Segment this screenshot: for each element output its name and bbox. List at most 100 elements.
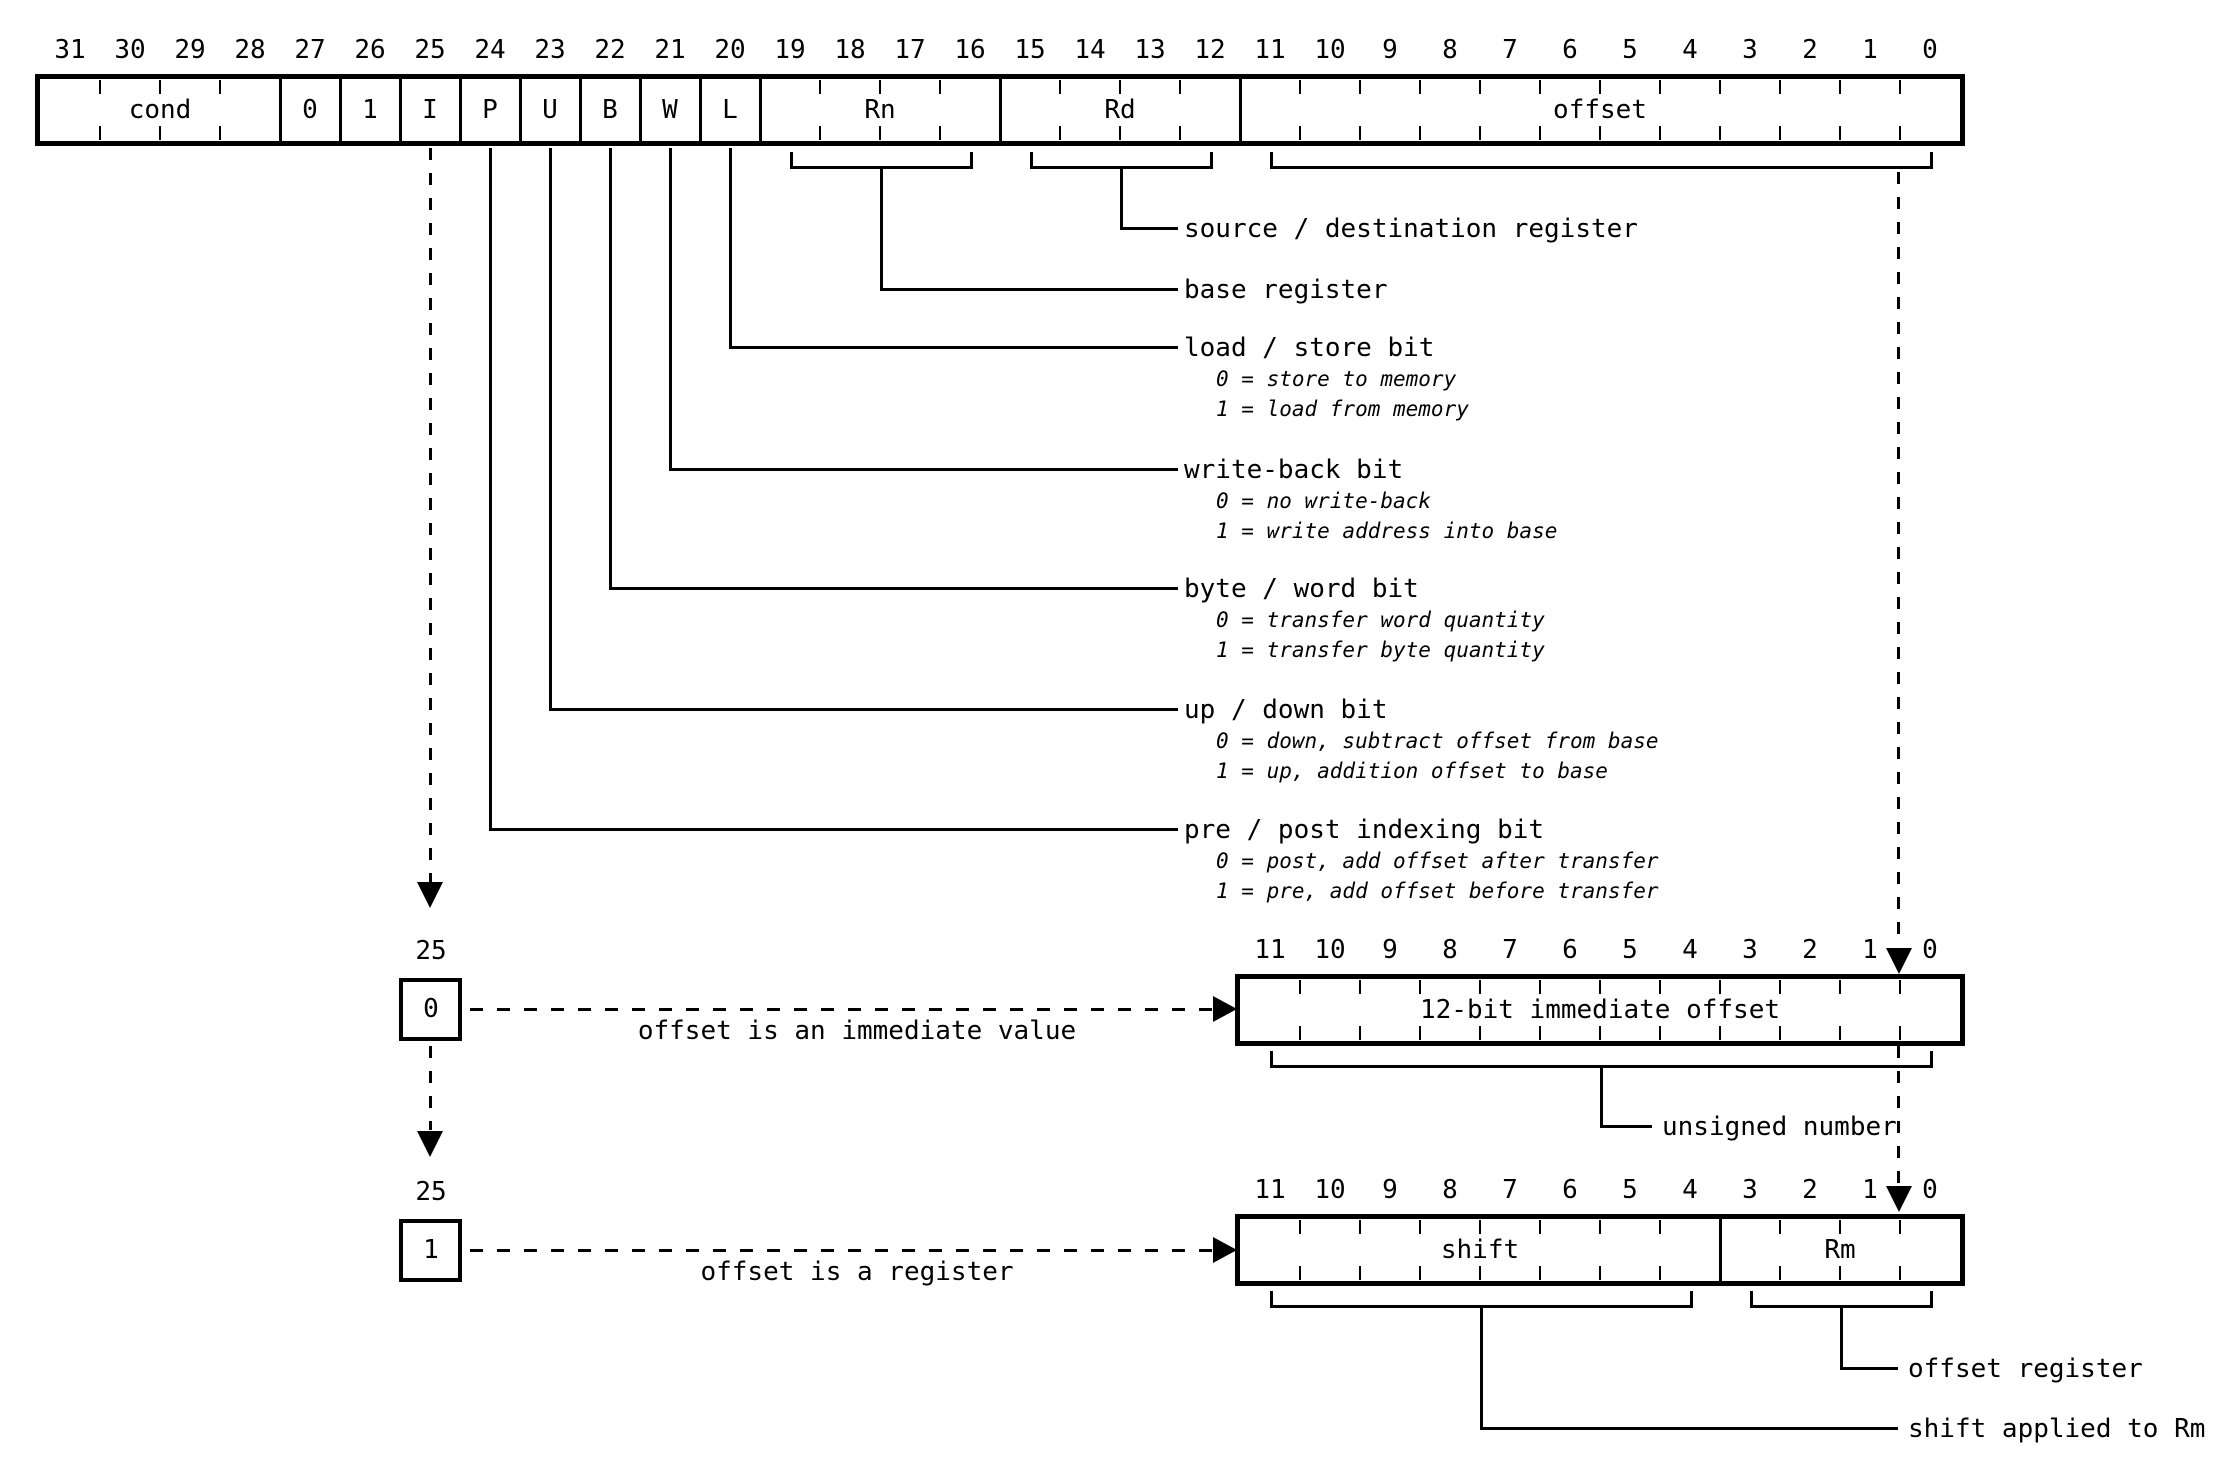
register-variant-register-bit-tick bbox=[1599, 1220, 1601, 1234]
register-variant-register-bit-tick bbox=[1479, 1266, 1481, 1280]
main-register-bit-tick bbox=[1659, 80, 1661, 94]
main-register-bit-tick bbox=[819, 126, 821, 140]
main-register-field-label-0: 0 bbox=[302, 95, 318, 125]
annotation-note-b-1: 1 = transfer byte quantity bbox=[1216, 638, 1545, 662]
value-box-dashed-line bbox=[428, 1046, 432, 1130]
immediate-variant-value: 0 bbox=[423, 994, 439, 1024]
main-register-bit-tick bbox=[99, 80, 101, 94]
bracket-immediate-offset-tick-right bbox=[1930, 1051, 1933, 1068]
immediate-variant-register-bit-tick bbox=[1719, 1026, 1721, 1040]
main-register-field-divider bbox=[578, 79, 582, 141]
bracket-connector-rm bbox=[1840, 1366, 1898, 1370]
i-bit-dashed-line bbox=[428, 148, 432, 882]
bracket-connector-shift bbox=[1480, 1307, 1483, 1430]
immediate-variant-register-bit-number: 6 bbox=[1562, 935, 1578, 965]
main-register-field-divider bbox=[338, 79, 342, 141]
annotation-label-l: load / store bit bbox=[1184, 333, 1435, 363]
main-register-field-label-rn: Rn bbox=[864, 95, 896, 125]
main-register-box bbox=[35, 74, 1965, 146]
immediate-variant-register-bit-tick bbox=[1479, 1026, 1481, 1040]
main-register-bit-number: 15 bbox=[1014, 35, 1046, 65]
annotation-label-u: up / down bit bbox=[1184, 695, 1388, 725]
register-variant-value: 1 bbox=[423, 1235, 439, 1265]
bracket-shift-tick-left bbox=[1270, 1291, 1273, 1308]
immediate-variant-register-bit-number: 1 bbox=[1862, 935, 1878, 965]
register-variant-register-bit-tick bbox=[1419, 1220, 1421, 1234]
main-register-bit-tick bbox=[159, 80, 161, 94]
immediate-variant-register-bit-tick bbox=[1899, 1026, 1901, 1040]
register-variant-register-bit-number: 2 bbox=[1802, 1175, 1818, 1205]
annotation-note-l-0: 0 = store to memory bbox=[1216, 367, 1457, 391]
main-register-bit-tick bbox=[1359, 126, 1361, 140]
main-register-bit-tick bbox=[1359, 80, 1361, 94]
register-variant-register-bit-number: 3 bbox=[1742, 1175, 1758, 1205]
immediate-variant-register-bit-tick bbox=[1659, 1026, 1661, 1040]
main-register-bit-tick bbox=[939, 80, 941, 94]
main-register-field-divider bbox=[518, 79, 522, 141]
main-register-bit-tick bbox=[1119, 126, 1121, 140]
immediate-variant-register-bit-tick bbox=[1659, 980, 1661, 994]
register-variant-register-box bbox=[1235, 1214, 1965, 1286]
main-register-field-divider bbox=[458, 79, 462, 141]
register-variant-register-bit-tick bbox=[1359, 1266, 1361, 1280]
immediate-variant-register-bit-tick bbox=[1779, 980, 1781, 994]
register-variant-register-bit-number: 4 bbox=[1682, 1175, 1698, 1205]
annotation-connector-rd bbox=[1120, 168, 1123, 230]
main-register-bit-tick bbox=[1539, 80, 1541, 94]
unsigned-number-label: unsigned number bbox=[1662, 1112, 1897, 1142]
main-register-bit-tick bbox=[1839, 80, 1841, 94]
register-variant-register-bit-number: 11 bbox=[1254, 1175, 1286, 1205]
annotation-connector-rn bbox=[880, 168, 883, 291]
main-register-bit-number: 3 bbox=[1742, 35, 1758, 65]
register-variant-register-bit-number: 0 bbox=[1922, 1175, 1938, 1205]
annotation-connector-u bbox=[548, 148, 552, 711]
main-register-bit-tick bbox=[1059, 126, 1061, 140]
main-register-field-label-p: P bbox=[482, 95, 498, 125]
main-register-bit-tick bbox=[1419, 126, 1421, 140]
immediate-variant-dashed-arrow-line bbox=[470, 1007, 1212, 1011]
main-register-bit-number: 13 bbox=[1134, 35, 1166, 65]
annotation-note-u-0: 0 = down, subtract offset from base bbox=[1216, 729, 1659, 753]
register-variant-register-field-label-rm: Rm bbox=[1824, 1235, 1856, 1265]
main-register-field-divider bbox=[398, 79, 402, 141]
main-register-field-divider bbox=[998, 79, 1002, 141]
annotation-note-p-1: 1 = pre, add offset before transfer bbox=[1216, 879, 1659, 903]
main-register-bit-tick bbox=[939, 126, 941, 140]
register-variant-register-bit-tick bbox=[1299, 1220, 1301, 1234]
immediate-variant-register-bit-tick bbox=[1419, 1026, 1421, 1040]
register-variant-register-bit-tick bbox=[1659, 1266, 1661, 1280]
register-variant-register-bit-number: 6 bbox=[1562, 1175, 1578, 1205]
immediate-variant-register-bit-tick bbox=[1359, 1026, 1361, 1040]
immediate-variant-register-bit-tick bbox=[1899, 980, 1901, 994]
main-register-bit-tick bbox=[1299, 80, 1301, 94]
immediate-variant-register-bit-tick bbox=[1539, 1026, 1541, 1040]
main-register-bit-tick bbox=[1839, 126, 1841, 140]
immediate-variant-register-bit-tick bbox=[1299, 980, 1301, 994]
annotation-note-l-1: 1 = load from memory bbox=[1216, 397, 1469, 421]
register-variant-register-bit-number: 5 bbox=[1622, 1175, 1638, 1205]
main-register-field-label-i: I bbox=[422, 95, 438, 125]
main-register-bit-number: 14 bbox=[1074, 35, 1106, 65]
main-register-bit-number: 0 bbox=[1922, 35, 1938, 65]
main-register-bit-number: 17 bbox=[894, 35, 926, 65]
register-variant-register-bit-number: 1 bbox=[1862, 1175, 1878, 1205]
immediate-variant-register-bit-number: 8 bbox=[1442, 935, 1458, 965]
bracket-rn-tick-right bbox=[970, 152, 973, 169]
immediate-variant-register-bit-tick bbox=[1599, 1026, 1601, 1040]
bracket-connector-shift bbox=[1480, 1426, 1898, 1430]
main-register-bit-tick bbox=[1299, 126, 1301, 140]
main-register-bit-tick bbox=[1479, 126, 1481, 140]
main-register-bit-tick bbox=[1719, 126, 1721, 140]
bracket-rm-tick-right bbox=[1930, 1291, 1933, 1308]
main-register-field-divider bbox=[1238, 79, 1242, 141]
bracket-rd-tick-right bbox=[1210, 152, 1213, 169]
offset-dashed-arrowhead-lower bbox=[1885, 1186, 1912, 1212]
bracket-rm-bar bbox=[1750, 1304, 1933, 1308]
offset-dashed-arrowhead-upper bbox=[1885, 948, 1912, 974]
annotation-note-u-1: 1 = up, addition offset to base bbox=[1216, 759, 1608, 783]
value-box-arrowhead bbox=[417, 1131, 443, 1157]
register-variant-register-bit-tick bbox=[1659, 1220, 1661, 1234]
main-register-bit-tick bbox=[1659, 126, 1661, 140]
register-variant-register-field-label-shift: shift bbox=[1440, 1235, 1520, 1265]
main-register-field-label-rd: Rd bbox=[1104, 95, 1136, 125]
